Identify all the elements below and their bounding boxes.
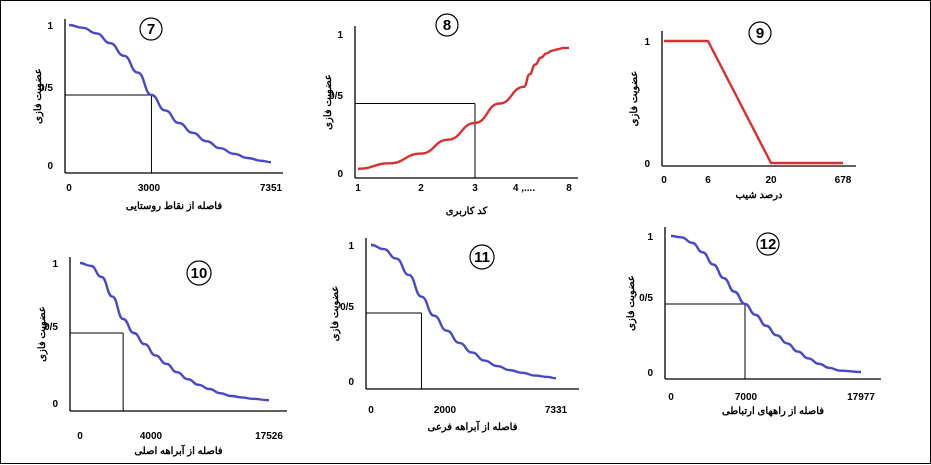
chart-number: 10 xyxy=(191,265,208,282)
x-tick-label: 8 xyxy=(566,183,572,194)
y-tick-label: 1 xyxy=(47,21,53,32)
membership-curve xyxy=(68,23,272,164)
y-tick-label: 0/5 xyxy=(639,293,653,304)
x-tick-label: 678 xyxy=(835,175,852,186)
x-tick-label: 0 xyxy=(661,175,667,186)
x-tick-label: 20 xyxy=(765,175,777,186)
x-tick-label: 0 xyxy=(668,392,674,403)
y-tick-label: 0 xyxy=(647,368,653,379)
y-tick-label: 0 xyxy=(52,399,58,410)
membership-curve xyxy=(664,39,843,165)
membership-curve xyxy=(79,261,270,402)
y-axis-title: عضویت فازی xyxy=(33,68,44,124)
x-tick-label: 17977 xyxy=(847,392,875,403)
x-tick-label: 4 ,.... xyxy=(513,183,535,194)
x-tick-label: 2 xyxy=(418,183,424,194)
chart-number-badge xyxy=(435,13,459,37)
x-tick-label: 3000 xyxy=(138,183,161,194)
x-tick-label: 0 xyxy=(66,183,72,194)
chart-number: 11 xyxy=(474,249,490,266)
y-tick-label: 1 xyxy=(348,241,354,252)
y-axis-title: عضویت فازی xyxy=(629,71,640,127)
x-tick-label: 1 xyxy=(355,183,361,194)
y-axis-title: عضویت فازی xyxy=(626,275,637,331)
x-tick-label: 7000 xyxy=(735,392,758,403)
x-tick-label: 3 xyxy=(472,183,478,194)
x-axis-title: کد کاربری xyxy=(446,206,488,217)
x-axis-title: فاصله از آبراهه اصلی xyxy=(134,444,223,457)
membership-curve xyxy=(370,243,557,380)
chart-number-badge xyxy=(139,17,163,41)
chart-number: 8 xyxy=(443,17,451,34)
x-axis-title: فاصله از نقاط روستایی xyxy=(126,201,223,212)
y-tick-label: 0/5 xyxy=(44,322,58,333)
x-tick-label: 4000 xyxy=(140,431,163,442)
chart-panel-7: 0 0/5 1 0 3000 7351 عضویت فازی فاصله از نقاط رو… xyxy=(33,17,283,212)
chart-number-badge xyxy=(756,232,780,256)
x-tick-label: 6 xyxy=(705,175,711,186)
chart-number: 7 xyxy=(147,21,155,38)
x-tick-label: 17526 xyxy=(255,431,283,442)
x-tick-label: 0 xyxy=(77,431,83,442)
y-axis-title: عضویت فازی xyxy=(37,306,48,362)
x-axis-title: درصد شیب xyxy=(735,190,783,201)
x-tick-label: 2000 xyxy=(434,405,457,416)
x-tick-label: 7351 xyxy=(260,183,283,194)
y-tick-label: 1 xyxy=(52,259,58,270)
x-axis-title: فاصله از آبراهه فرعی xyxy=(427,420,517,433)
y-tick-label: 0 xyxy=(644,159,650,170)
chart-panel-9: 0 1 0 6 20 678 عضویت فازی درصد شیب 9 xyxy=(629,21,856,201)
y-tick-label: 0/5 xyxy=(329,91,343,102)
membership-curve xyxy=(670,234,862,374)
y-tick-label: 1 xyxy=(644,37,650,48)
y-tick-label: 1 xyxy=(647,232,653,243)
x-tick-label: 7331 xyxy=(545,405,568,416)
chart-number: 9 xyxy=(756,25,764,42)
chart-panel-8: 0 0/5 1 1 2 3 4 ,.... 8 عضویت فازی کد کاربری 8 xyxy=(323,13,578,217)
chart-panel-12: 0 0/5 1 0 7000 17977 عضویت فازی فاصله از راههای… xyxy=(626,227,881,417)
y-tick-label: 0/5 xyxy=(340,302,354,313)
x-axis-title: فاصله از راههای ارتباطی xyxy=(722,406,824,417)
y-axis-title: عضویت فازی xyxy=(330,286,341,342)
y-axis-title: عضویت فازی xyxy=(323,74,334,130)
y-tick-label: 0 xyxy=(47,161,53,172)
chart-number: 12 xyxy=(760,236,777,253)
membership-curve xyxy=(357,46,569,171)
x-tick-label: 0 xyxy=(368,405,374,416)
chart-number-badge xyxy=(748,21,772,45)
chart-panel-11: 0 0/5 1 0 2000 7331 عضویت فازی فاصله از آبراهه … xyxy=(330,238,579,433)
chart-number-badge xyxy=(186,260,212,286)
y-tick-label: 1 xyxy=(337,30,343,41)
y-tick-label: 0/5 xyxy=(39,83,53,94)
y-tick-label: 0 xyxy=(348,377,354,388)
y-tick-label: 0 xyxy=(337,169,343,180)
chart-number-badge xyxy=(469,244,495,270)
